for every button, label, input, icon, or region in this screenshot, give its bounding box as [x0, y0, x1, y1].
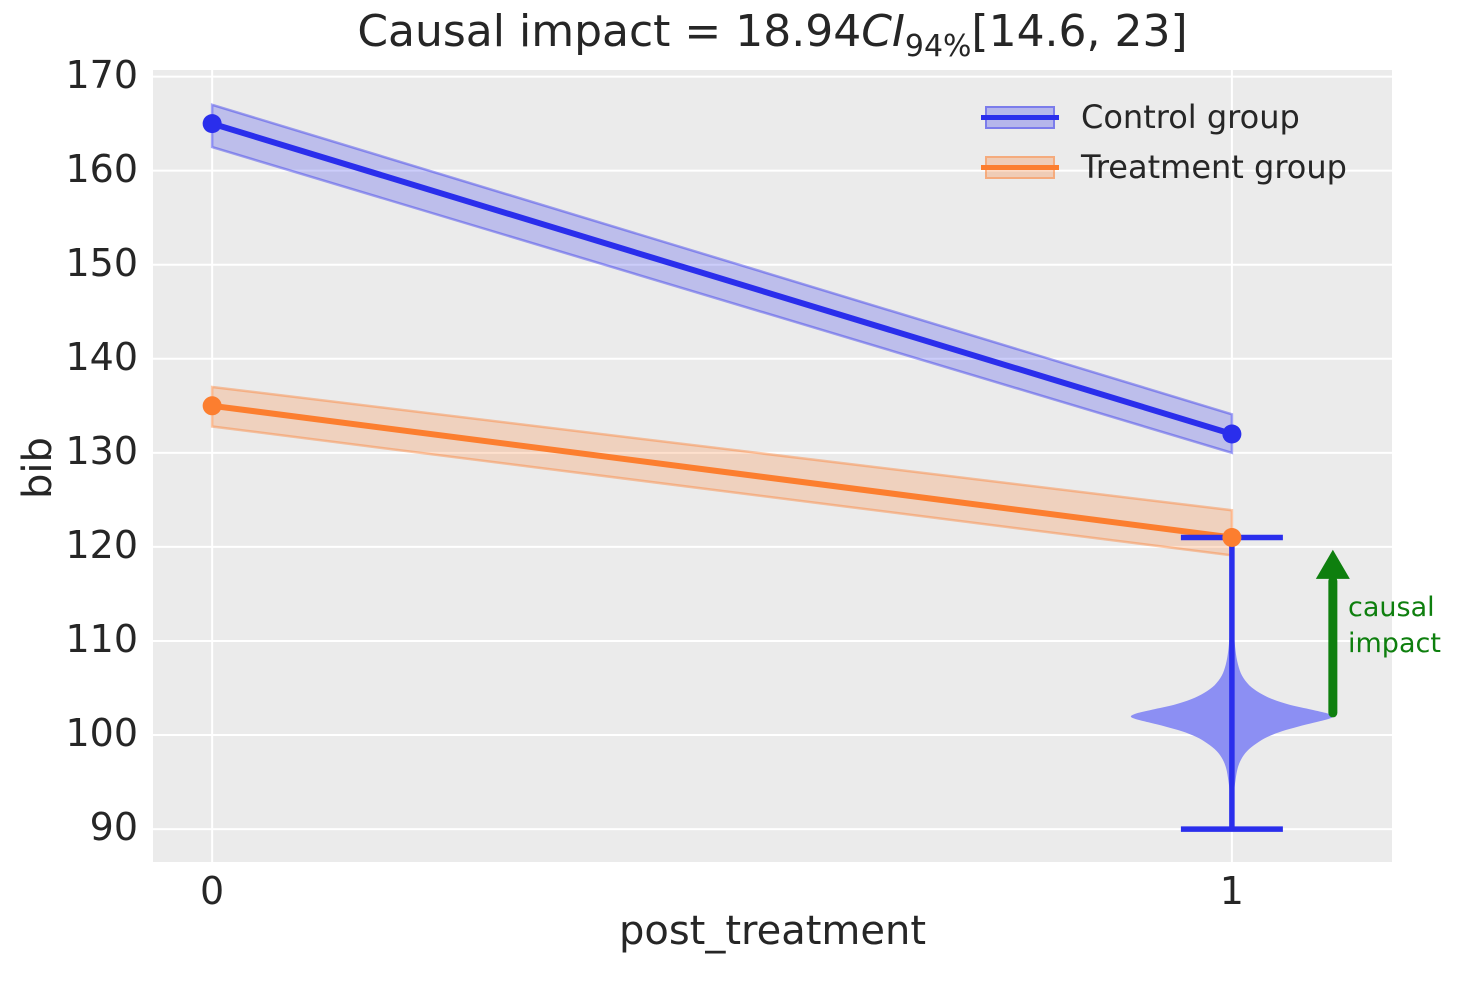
title-ci-sub: 94% — [904, 28, 972, 64]
legend-label: Treatment group — [1081, 148, 1347, 186]
y-tick-label: 170 — [65, 52, 138, 97]
annotation-line-2: impact — [1348, 628, 1441, 659]
y-tick-label: 90 — [89, 805, 138, 850]
legend-line-swatch — [981, 164, 1059, 170]
title-prefix: Causal impact = 18.94 — [357, 6, 862, 57]
y-tick-label: 130 — [65, 428, 138, 473]
annotation-line-1: causal — [1348, 592, 1435, 623]
legend-row: Treatment group — [981, 142, 1347, 192]
y-tick-label: 150 — [65, 240, 138, 285]
y-tick-label: 140 — [65, 334, 138, 379]
y-tick-label: 110 — [65, 616, 138, 661]
y-tick-label: 100 — [65, 711, 138, 756]
series-line — [209, 402, 1235, 541]
data-point — [202, 396, 222, 416]
causal-impact-arrow-head — [1315, 549, 1350, 579]
x-axis-label: post_treatment — [618, 908, 927, 954]
y-tick-label: 120 — [65, 522, 138, 567]
legend-key-icon — [981, 105, 1059, 129]
title-interval: [14.6, 23] — [971, 6, 1188, 57]
series-line — [209, 120, 1235, 438]
legend-label: Control group — [1081, 98, 1300, 136]
causal-impact-annotation: causal impact — [1348, 590, 1441, 662]
x-tick-label: 1 — [1219, 869, 1244, 913]
legend-line-swatch — [981, 114, 1059, 120]
title-ci: CI — [861, 6, 905, 57]
legend: Control group Treatment group — [981, 92, 1347, 192]
data-point — [1222, 527, 1242, 547]
data-point — [202, 114, 222, 134]
chart-title: Causal impact = 18.94CI94%[14.6, 23] — [153, 6, 1392, 61]
legend-row: Control group — [981, 92, 1347, 142]
x-tick-label: 0 — [200, 869, 225, 913]
data-point — [1222, 424, 1242, 444]
legend-key-icon — [981, 155, 1059, 179]
y-tick-label: 160 — [65, 146, 138, 191]
